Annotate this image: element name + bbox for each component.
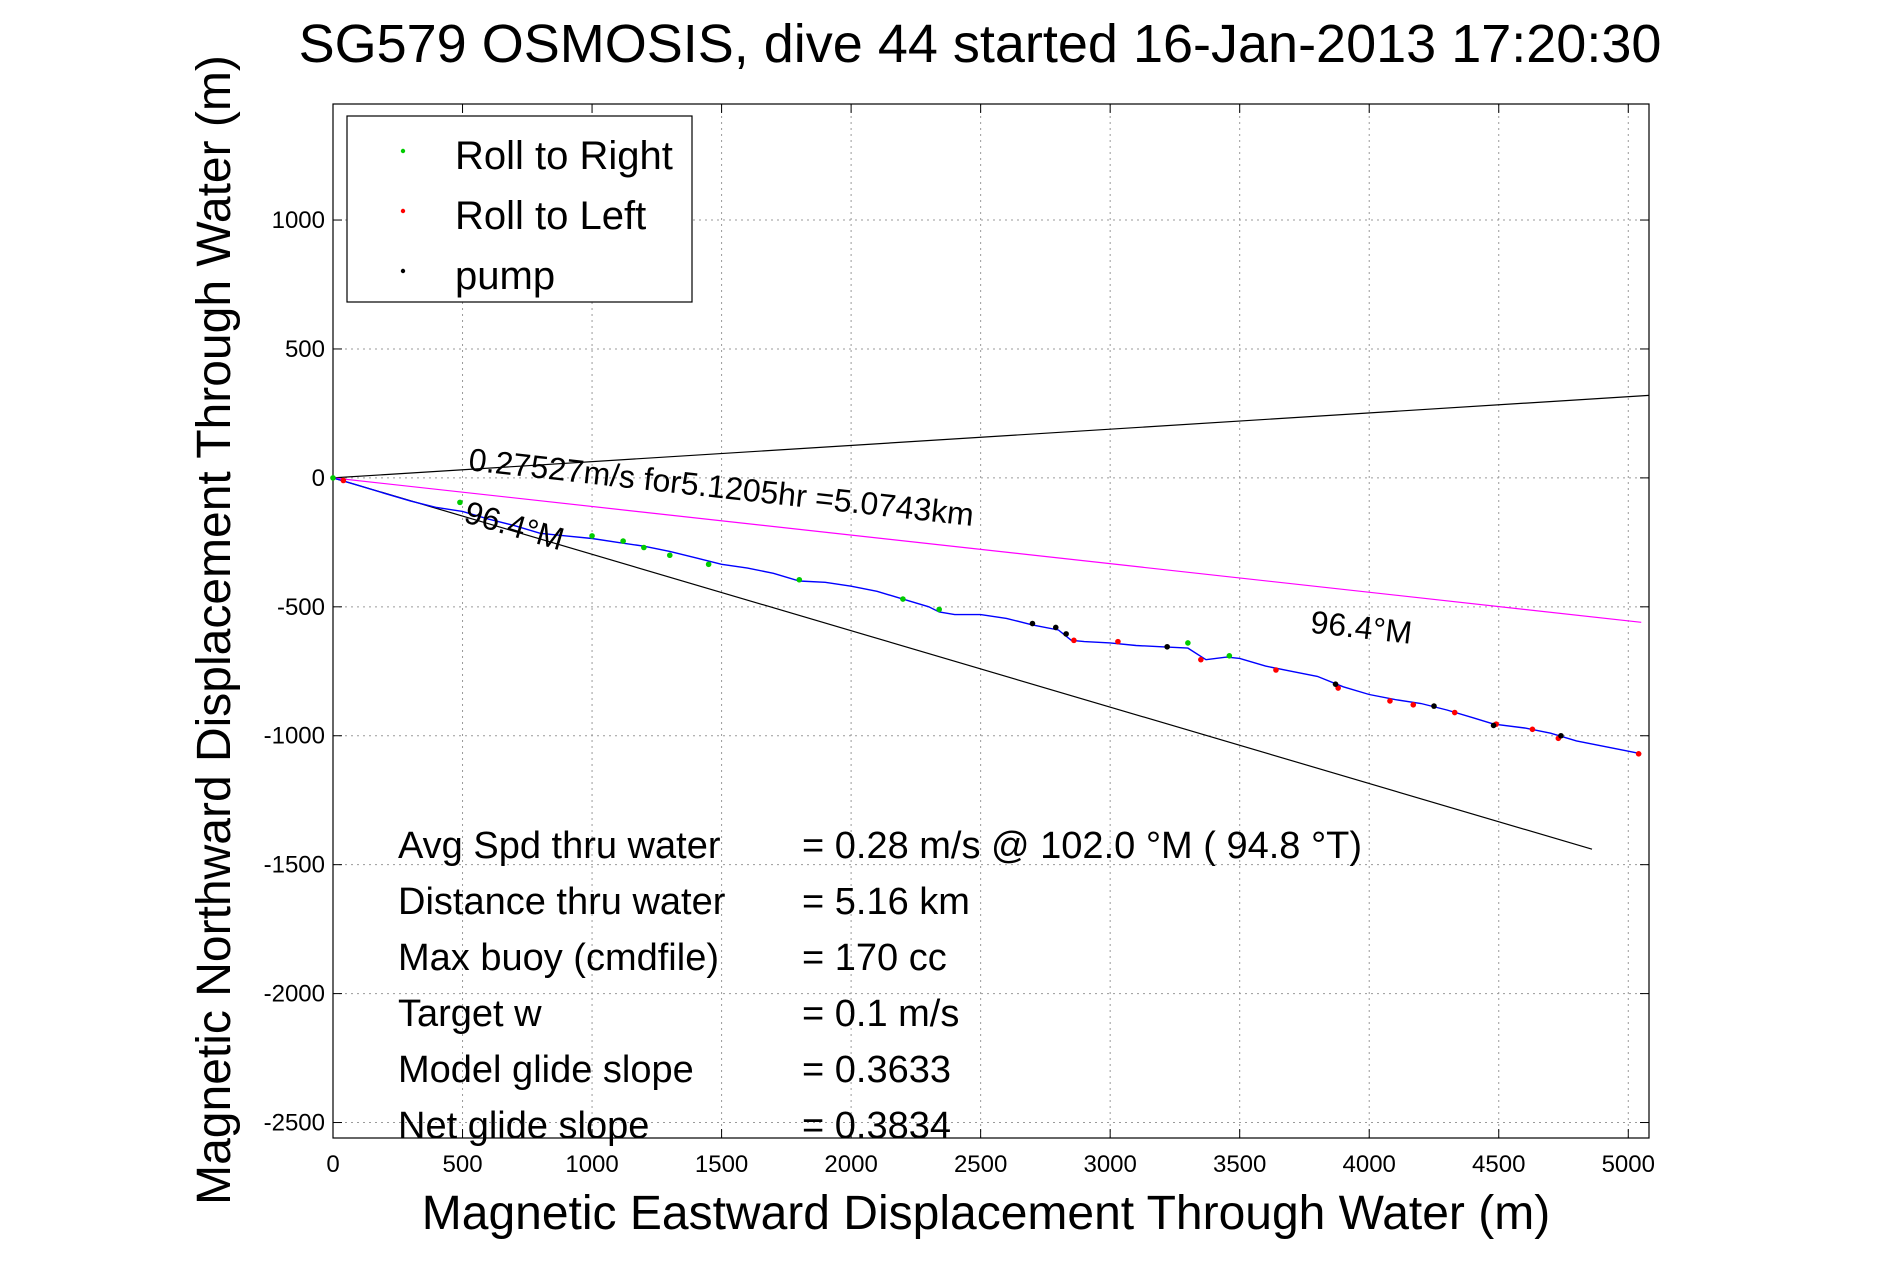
marker-roll-to-left: [1273, 667, 1279, 673]
x-tick-label: 4000: [1343, 1151, 1396, 1178]
marker-roll-to-right: [589, 533, 595, 539]
x-tick-label: 4500: [1472, 1151, 1525, 1178]
legend-label: Roll to Left: [455, 194, 646, 238]
marker-roll-to-left: [1198, 656, 1204, 663]
stat-label: Model glide slope: [398, 1049, 694, 1091]
y-tick-label: -2500: [264, 1110, 325, 1137]
x-tick-label: 500: [443, 1151, 483, 1178]
stat-value: = 5.16 km: [802, 881, 970, 923]
marker-roll-to-right: [641, 544, 647, 551]
x-tick-label: 2500: [954, 1151, 1007, 1178]
stat-label: Distance thru water: [398, 881, 726, 923]
marker-roll-to-right: [705, 561, 712, 568]
x-tick-label: 0: [326, 1151, 339, 1178]
y-tick-label: -2000: [264, 981, 325, 1008]
stat-label: Target w: [398, 993, 542, 1035]
marker-pump: [1164, 643, 1170, 650]
marker-roll-to-right: [457, 499, 463, 506]
marker-roll-to-right: [330, 475, 336, 481]
stat-label: Avg Spd thru water: [398, 825, 721, 867]
x-tick-label: 1500: [695, 1151, 748, 1178]
plot-frame: [332, 103, 1650, 1139]
marker-roll-to-left: [1451, 709, 1458, 716]
y-tick-label: -1500: [264, 852, 325, 879]
legend-marker: [400, 268, 406, 274]
marker-pump: [1052, 624, 1059, 631]
x-tick-label: 5000: [1602, 1151, 1655, 1178]
stat-value: = 0.3633: [802, 1049, 951, 1091]
x-tick-label: 3000: [1083, 1151, 1136, 1178]
legend: Roll to Right Roll to Left pump: [346, 115, 693, 303]
stat-value: = 170 cc: [802, 937, 947, 979]
legend-label: pump: [455, 254, 555, 298]
marker-roll-to-right: [1185, 640, 1191, 646]
marker-pump: [1490, 722, 1497, 729]
marker-roll-to-right: [900, 596, 906, 602]
glider-track-line: [332, 477, 1642, 755]
y-tick-label: 500: [285, 336, 325, 363]
marker-roll-to-left: [1529, 726, 1536, 733]
marker-roll-to-right: [666, 552, 673, 559]
stats-block: Avg Spd thru water = 0.28 m/s @ 102.0 °M …: [398, 825, 1362, 1147]
marker-roll-to-right: [620, 538, 626, 544]
y-tick-label: -1000: [264, 723, 325, 750]
y-tick-label: 1000: [272, 207, 325, 234]
chart-title: SG579 OSMOSIS, dive 44 started 16-Jan-20…: [299, 14, 1662, 74]
legend-marker: [400, 208, 406, 214]
reference-line-2: [332, 477, 1593, 850]
x-axis-label: Magnetic Eastward Displacement Through W…: [422, 1187, 1550, 1240]
marker-roll-to-left: [1410, 702, 1417, 708]
y-tick-label: -500: [277, 594, 325, 621]
stat-value: = 0.28 m/s @ 102.0 °M ( 94.8 °T): [802, 825, 1362, 867]
marker-roll-to-left: [1635, 750, 1642, 757]
y-axis-label: Magnetic Northward Displacement Through …: [188, 55, 241, 1205]
reference-line-1: [332, 394, 1650, 479]
marker-pump: [1431, 703, 1437, 709]
marker-roll-to-left: [1387, 698, 1393, 704]
marker-roll-to-right: [1226, 653, 1233, 659]
legend-label: Roll to Right: [455, 134, 673, 178]
marker-roll-to-left: [1071, 637, 1077, 644]
stat-value: = 0.1 m/s: [802, 993, 959, 1035]
x-tick-label: 1000: [565, 1151, 618, 1178]
marker-roll-to-left: [1115, 638, 1121, 645]
stat-value: = 0.3834: [802, 1105, 951, 1147]
x-tick-label: 2000: [824, 1151, 877, 1178]
stat-label: Net glide slope: [398, 1105, 649, 1147]
stat-label: Max buoy (cmdfile): [398, 937, 719, 979]
marker-pump: [1558, 732, 1564, 739]
legend-marker: [400, 148, 406, 154]
marker-pump: [1029, 620, 1036, 627]
marker-roll-to-right: [796, 576, 803, 583]
marker-pump: [1063, 631, 1069, 637]
marker-roll-to-right: [936, 606, 942, 613]
x-tick-label: 3500: [1213, 1151, 1266, 1178]
reference-line-3: [332, 477, 1642, 623]
marker-roll-to-left: [340, 477, 347, 484]
marker-pump: [1332, 681, 1339, 687]
y-tick-label: 0: [312, 465, 325, 492]
